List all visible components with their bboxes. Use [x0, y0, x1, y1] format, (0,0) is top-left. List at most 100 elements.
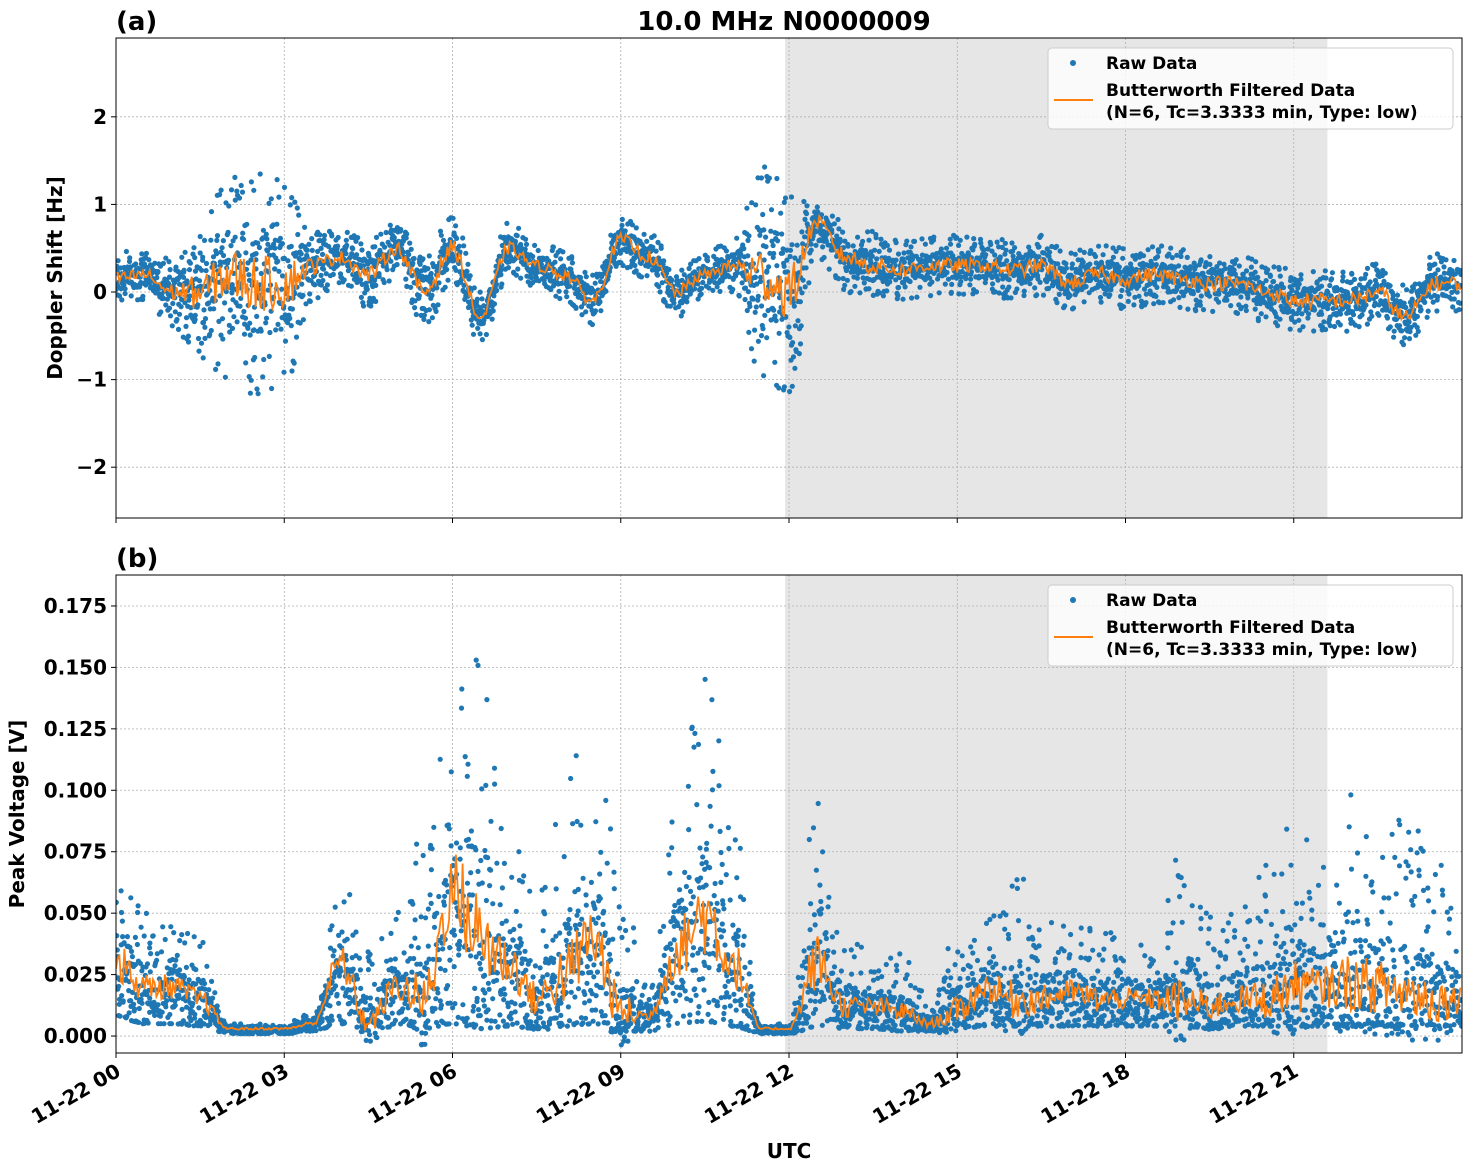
- raw-data-point: [909, 252, 915, 259]
- raw-data-point: [139, 1000, 145, 1006]
- raw-data-point: [792, 365, 798, 371]
- raw-data-point: [222, 374, 228, 380]
- raw-data-point: [532, 242, 538, 248]
- raw-data-point: [1297, 327, 1303, 333]
- raw-data-point: [876, 248, 882, 254]
- raw-data-point: [799, 229, 805, 235]
- y-tick-label: 1: [93, 192, 107, 216]
- raw-data-point: [1136, 293, 1142, 299]
- raw-data-point: [661, 258, 667, 264]
- raw-data-point: [255, 391, 261, 397]
- y-tick-label: −2: [76, 455, 107, 479]
- raw-data-point: [359, 247, 365, 253]
- raw-data-point: [762, 312, 768, 318]
- raw-data-point: [148, 951, 154, 957]
- raw-data-point: [177, 967, 183, 973]
- raw-data-point: [1373, 294, 1379, 300]
- y-axis-label: Doppler Shift [Hz]: [43, 176, 67, 380]
- raw-data-point: [160, 295, 167, 301]
- raw-data-point: [321, 266, 327, 272]
- raw-data-point: [820, 244, 826, 250]
- raw-data-point: [1161, 262, 1167, 269]
- raw-data-point: [880, 293, 887, 299]
- raw-data-point: [866, 286, 872, 292]
- raw-data-point: [790, 340, 796, 346]
- raw-data-point: [420, 852, 426, 859]
- raw-data-point: [753, 304, 759, 310]
- raw-data-point: [167, 267, 173, 273]
- raw-data-point: [426, 307, 432, 313]
- raw-data-point: [128, 948, 135, 955]
- raw-data-point: [758, 333, 765, 339]
- raw-data-point: [318, 245, 324, 251]
- raw-data-point: [186, 297, 192, 303]
- raw-data-point: [408, 246, 414, 252]
- raw-data-point: [1410, 285, 1416, 291]
- raw-data-point: [1010, 253, 1016, 259]
- raw-data-point: [460, 235, 466, 241]
- raw-data-point: [349, 251, 355, 257]
- raw-data-point: [116, 947, 120, 953]
- raw-data-point: [558, 280, 565, 286]
- raw-data-point: [258, 270, 264, 277]
- raw-data-point: [850, 243, 856, 249]
- raw-data-point: [699, 285, 705, 291]
- raw-data-point: [967, 282, 973, 288]
- raw-data-point: [518, 275, 524, 281]
- raw-data-point: [1275, 323, 1281, 329]
- raw-data-point: [738, 251, 744, 257]
- raw-data-point: [1340, 278, 1346, 284]
- raw-data-point: [395, 909, 401, 916]
- raw-data-point: [992, 252, 998, 258]
- raw-data-point: [247, 390, 253, 396]
- raw-data-point: [774, 231, 780, 237]
- raw-data-point: [798, 323, 804, 329]
- raw-data-point: [157, 1013, 163, 1019]
- raw-data-point: [276, 194, 282, 200]
- raw-data-point: [963, 276, 969, 282]
- raw-data-point: [1311, 307, 1318, 313]
- raw-data-point: [592, 308, 599, 314]
- panel-label: (a): [116, 7, 157, 37]
- raw-data-point: [700, 279, 706, 286]
- raw-data-point: [845, 243, 851, 249]
- raw-data-point: [579, 312, 585, 318]
- raw-data-point: [134, 941, 140, 948]
- raw-data-point: [808, 241, 814, 247]
- raw-data-point: [296, 212, 302, 218]
- raw-data-point: [1143, 291, 1149, 297]
- raw-data-point: [421, 316, 427, 322]
- raw-data-point: [1397, 323, 1403, 329]
- raw-data-point: [1427, 254, 1433, 260]
- raw-data-point: [619, 222, 625, 228]
- raw-data-point: [242, 315, 249, 321]
- raw-data-point: [192, 312, 198, 318]
- raw-data-point: [344, 229, 350, 235]
- raw-data-point: [272, 245, 278, 251]
- raw-data-point: [947, 236, 953, 242]
- raw-data-point: [1414, 313, 1420, 320]
- raw-data-point: [815, 209, 821, 215]
- raw-data-point: [752, 274, 759, 280]
- raw-data-point: [1422, 299, 1428, 305]
- raw-data-point: [755, 297, 761, 303]
- raw-data-point: [651, 233, 657, 239]
- raw-data-point: [394, 261, 400, 268]
- raw-data-point: [208, 237, 214, 243]
- raw-data-point: [1418, 307, 1424, 313]
- raw-data-point: [434, 285, 440, 291]
- raw-data-point: [499, 281, 505, 287]
- raw-data-point: [1310, 269, 1316, 275]
- raw-data-point: [400, 1006, 406, 1012]
- raw-data-point: [563, 289, 569, 295]
- raw-data-point: [143, 250, 149, 256]
- raw-data-point: [523, 236, 529, 242]
- raw-data-point: [190, 1000, 196, 1007]
- raw-data-point: [1259, 281, 1266, 287]
- raw-data-point: [408, 284, 414, 290]
- raw-data-point: [1153, 262, 1159, 268]
- raw-data-point: [413, 311, 419, 318]
- raw-data-point: [622, 228, 628, 234]
- raw-data-point: [1190, 291, 1196, 297]
